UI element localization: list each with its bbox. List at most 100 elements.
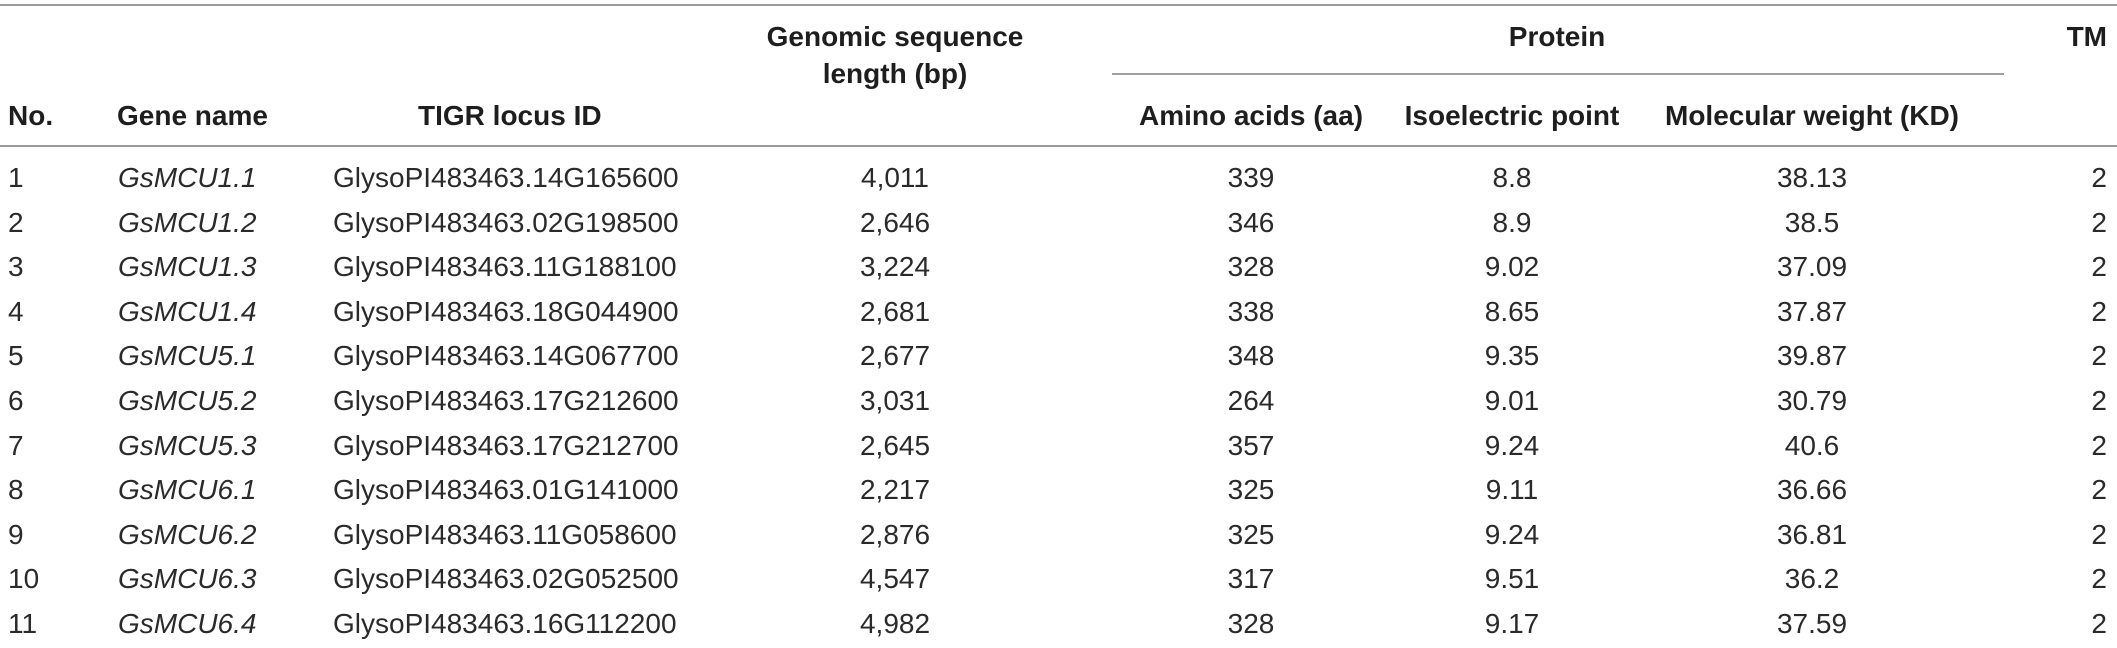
cell-no: 6 [8, 385, 24, 416]
cell-genomic-length: 2,876 [859, 518, 931, 550]
cell-isoelectric-point: 9.51 [1484, 563, 1540, 595]
cell-tm: 2 [2091, 385, 2107, 416]
cell-gene-name: GsMCU5.1 [118, 340, 257, 372]
cell-no: 7 [8, 429, 24, 461]
cell-tm: 2 [2091, 474, 2107, 506]
cell-amino-acids: 357 [1227, 429, 1275, 461]
header-protein-group: Protein [1508, 21, 1606, 52]
cell-no: 2 [8, 206, 24, 238]
cell-gene-name: GsMCU1.4 [118, 295, 257, 327]
cell-amino-acids: 328 [1227, 251, 1275, 283]
cell-gene-name: GsMCU6.2 [118, 518, 257, 550]
cell-isoelectric-point: 9.02 [1484, 251, 1540, 283]
cell-tm: 2 [2091, 162, 2107, 193]
header-gene-name: Gene name [117, 100, 268, 131]
cell-molecular-weight: 40.6 [1784, 429, 1840, 461]
cell-molecular-weight: 38.5 [1784, 206, 1840, 238]
cell-genomic-length: 2,681 [859, 295, 931, 327]
protein-group-rule [1112, 73, 2004, 75]
cell-tigr-locus-id: GlysoPI483463.01G141000 [333, 474, 679, 506]
header-tigr-locus-id: TIGR locus ID [418, 100, 602, 131]
cell-tigr-locus-id: GlysoPI483463.16G112200 [333, 608, 677, 639]
cell-tigr-locus-id: GlysoPI483463.17G212700 [333, 429, 679, 461]
cell-no: 9 [8, 518, 24, 550]
cell-amino-acids: 325 [1227, 518, 1275, 550]
cell-tm: 2 [2091, 340, 2107, 372]
header-amino-acids: Amino acids (aa) [1138, 100, 1364, 131]
cell-gene-name: GsMCU6.4 [118, 608, 257, 639]
cell-molecular-weight: 39.87 [1776, 340, 1848, 372]
cell-no: 5 [8, 340, 24, 372]
cell-no: 1 [8, 162, 24, 193]
cell-genomic-length: 2,645 [859, 429, 931, 461]
cell-no: 11 [8, 608, 38, 639]
cell-tm: 2 [2091, 251, 2107, 283]
header-genomic-length-line1: Genomic sequence [766, 21, 1024, 52]
cell-amino-acids: 338 [1227, 295, 1275, 327]
cell-gene-name: GsMCU6.1 [118, 474, 257, 506]
cell-tigr-locus-id: GlysoPI483463.02G198500 [333, 206, 679, 238]
cell-genomic-length: 2,217 [859, 474, 931, 506]
cell-genomic-length: 3,031 [859, 385, 931, 416]
cell-tigr-locus-id: GlysoPI483463.17G212600 [333, 385, 679, 416]
cell-molecular-weight: 37.87 [1776, 295, 1848, 327]
cell-tigr-locus-id: GlysoPI483463.14G165600 [333, 162, 679, 193]
cell-genomic-length: 2,646 [859, 206, 931, 238]
cell-tm: 2 [2091, 563, 2107, 595]
cell-molecular-weight: 37.09 [1776, 251, 1848, 283]
cell-molecular-weight: 30.79 [1776, 385, 1848, 416]
cell-isoelectric-point: 9.11 [1485, 474, 1539, 506]
cell-genomic-length: 4,011 [861, 162, 929, 193]
cell-tigr-locus-id: GlysoPI483463.14G067700 [333, 340, 679, 372]
cell-isoelectric-point: 8.9 [1492, 206, 1532, 238]
cell-no: 4 [8, 295, 24, 327]
cell-amino-acids: 328 [1227, 608, 1275, 639]
cell-amino-acids: 317 [1227, 563, 1275, 595]
cell-amino-acids: 325 [1227, 474, 1275, 506]
cell-isoelectric-point: 9.01 [1484, 385, 1540, 416]
cell-gene-name: GsMCU1.2 [118, 206, 257, 238]
cell-tm: 2 [2091, 429, 2107, 461]
cell-tm: 2 [2091, 295, 2107, 327]
cell-isoelectric-point: 8.65 [1484, 295, 1540, 327]
cell-molecular-weight: 38.13 [1776, 162, 1848, 193]
cell-isoelectric-point: 8.8 [1492, 162, 1532, 193]
cell-amino-acids: 339 [1227, 162, 1275, 193]
cell-gene-name: GsMCU6.3 [118, 563, 257, 595]
cell-isoelectric-point: 9.24 [1484, 429, 1540, 461]
cell-isoelectric-point: 9.35 [1484, 340, 1540, 372]
cell-no: 10 [8, 563, 40, 595]
cell-tigr-locus-id: GlysoPI483463.11G188100 [333, 251, 677, 283]
cell-molecular-weight: 36.81 [1776, 518, 1848, 550]
cell-no: 8 [8, 474, 24, 506]
cell-genomic-length: 2,677 [859, 340, 931, 372]
cell-tigr-locus-id: GlysoPI483463.11G058600 [333, 518, 677, 550]
cell-isoelectric-point: 9.24 [1484, 518, 1540, 550]
cell-tigr-locus-id: GlysoPI483463.02G052500 [333, 563, 679, 595]
cell-isoelectric-point: 9.17 [1484, 608, 1540, 639]
cell-molecular-weight: 37.59 [1776, 608, 1848, 639]
cell-tigr-locus-id: GlysoPI483463.18G044900 [333, 295, 679, 327]
cell-tm: 2 [2091, 206, 2107, 238]
cell-no: 3 [8, 251, 24, 283]
header-bottom-rule [0, 145, 2117, 147]
header-genomic-length-line2: length (bp) [822, 58, 968, 89]
cell-molecular-weight: 36.66 [1776, 474, 1848, 506]
cell-tm: 2 [2091, 608, 2107, 639]
cell-genomic-length: 4,547 [859, 563, 931, 595]
table-top-rule [0, 4, 2117, 6]
cell-gene-name: GsMCU1.3 [118, 251, 257, 283]
cell-molecular-weight: 36.2 [1784, 563, 1840, 595]
cell-amino-acids: 348 [1227, 340, 1275, 372]
cell-gene-name: GsMCU5.2 [118, 385, 257, 416]
cell-tm: 2 [2091, 518, 2107, 550]
header-no: No. [8, 100, 54, 131]
header-isoelectric-point: Isoelectric point [1404, 100, 1620, 131]
cell-genomic-length: 3,224 [859, 251, 931, 283]
cell-amino-acids: 346 [1227, 206, 1275, 238]
cell-gene-name: GsMCU1.1 [118, 162, 257, 193]
cell-amino-acids: 264 [1227, 385, 1275, 416]
header-molecular-weight: Molecular weight (KD) [1664, 100, 1960, 131]
cell-gene-name: GsMCU5.3 [118, 429, 257, 461]
